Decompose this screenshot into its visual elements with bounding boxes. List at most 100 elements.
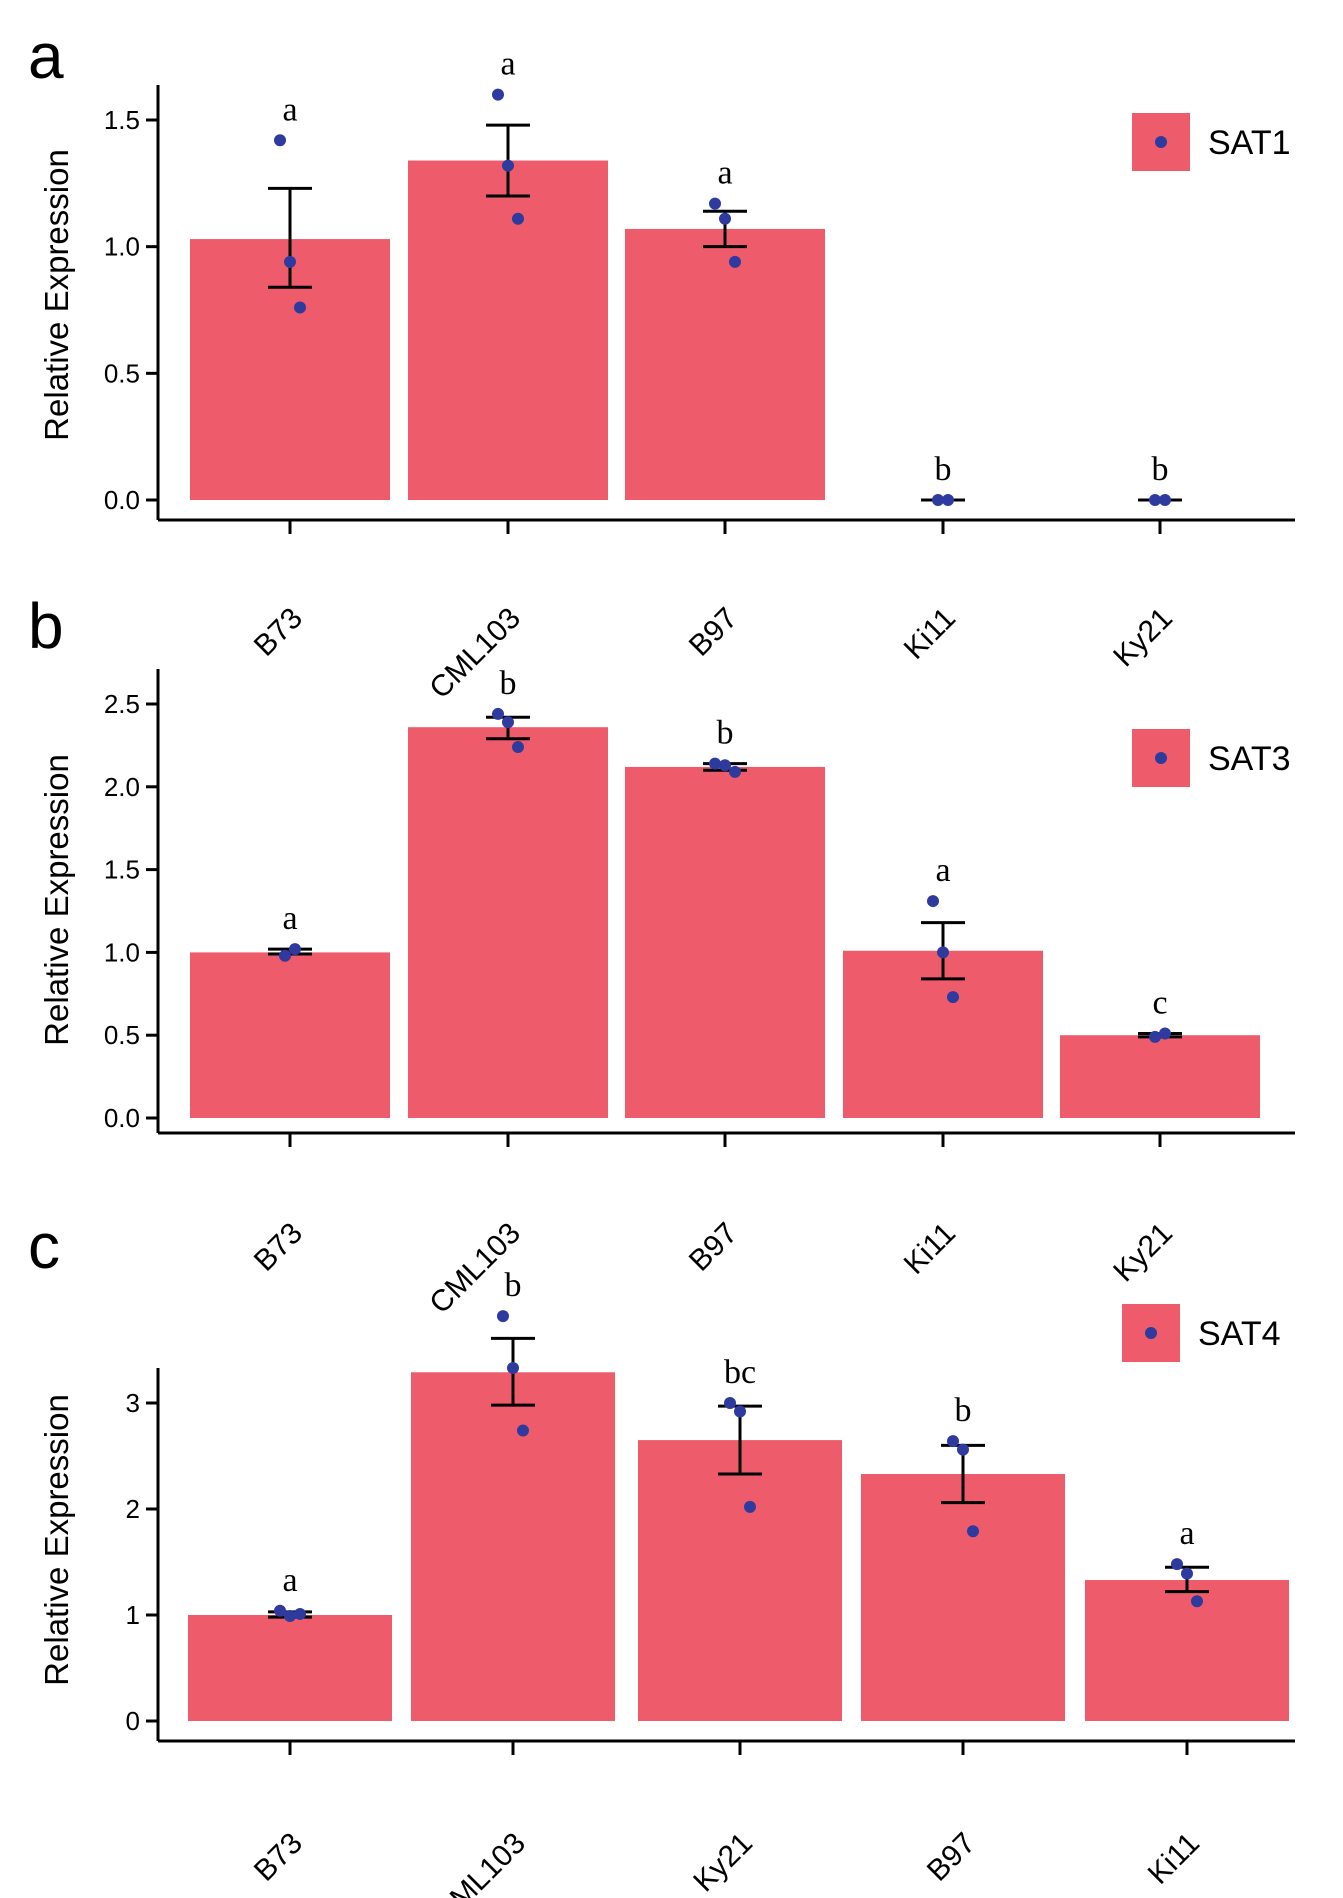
x-tick-label: Ky21 bbox=[1107, 1217, 1179, 1289]
y-axis-label: Relative Expression bbox=[38, 754, 75, 1046]
data-point bbox=[729, 765, 741, 778]
data-point bbox=[1159, 1027, 1171, 1040]
y-axis-label: Relative Expression bbox=[38, 1394, 75, 1686]
y-tick-label: 1.5 bbox=[104, 105, 140, 135]
y-tick-label: 1.5 bbox=[104, 855, 140, 885]
legend-a: SAT1 bbox=[1132, 113, 1291, 171]
data-point bbox=[502, 716, 514, 729]
significance-label: b bbox=[500, 665, 517, 702]
data-point bbox=[1191, 1595, 1203, 1608]
x-tick-label: Ki11 bbox=[898, 1217, 962, 1281]
data-point bbox=[1171, 1558, 1183, 1571]
x-tick-label: B97 bbox=[683, 602, 744, 663]
significance-label: a bbox=[1179, 1515, 1194, 1552]
x-tick-label: B97 bbox=[683, 1217, 744, 1278]
bar-b73 bbox=[188, 1615, 392, 1721]
significance-label: a bbox=[282, 900, 297, 937]
plot-area-c: a b bc b a 0 1 2 3 B73 CML103 Ky21 B97 Ki11 bbox=[126, 1267, 1295, 1898]
data-point bbox=[274, 1604, 286, 1617]
data-point bbox=[284, 255, 296, 268]
bar-cml103 bbox=[411, 1372, 615, 1721]
significance-label: b bbox=[955, 1392, 972, 1429]
y-tick-label: 2 bbox=[126, 1494, 140, 1524]
x-tick-label: Ki11 bbox=[898, 602, 962, 666]
y-tick-label: 0.5 bbox=[104, 1020, 140, 1050]
y-tick-label: 1.0 bbox=[104, 937, 140, 967]
y-tick-label: 0.0 bbox=[104, 1103, 140, 1133]
x-tick-label: CML103 bbox=[428, 1827, 532, 1898]
significance-label: a bbox=[282, 91, 297, 128]
data-point bbox=[517, 1424, 529, 1437]
error-bar bbox=[268, 186, 312, 289]
significance-label: b bbox=[505, 1267, 522, 1304]
legend-point-marker bbox=[1155, 752, 1167, 764]
data-point bbox=[512, 212, 524, 225]
significance-label: a bbox=[717, 155, 732, 192]
x-tick-label: Ki11 bbox=[1142, 1827, 1206, 1891]
data-point bbox=[274, 134, 286, 147]
y-tick-label: 1.0 bbox=[104, 232, 140, 262]
significance-label: bc bbox=[724, 1354, 756, 1391]
data-point bbox=[734, 1405, 746, 1418]
data-point bbox=[709, 757, 721, 770]
data-point bbox=[497, 1310, 509, 1323]
y-tick-label: 0.5 bbox=[104, 358, 140, 388]
x-tick-label: B97 bbox=[921, 1827, 982, 1888]
data-point bbox=[1181, 1567, 1193, 1580]
data-point bbox=[719, 212, 731, 225]
bar-b73 bbox=[190, 952, 390, 1118]
y-tick-label: 0.0 bbox=[104, 485, 140, 515]
panel-letter-c: c bbox=[28, 1210, 60, 1282]
data-point bbox=[709, 197, 721, 210]
significance-label: a bbox=[282, 1562, 297, 1599]
significance-label: a bbox=[500, 46, 515, 83]
legend-b: SAT3 bbox=[1132, 729, 1291, 787]
bar-ky21 bbox=[638, 1440, 842, 1721]
significance-label: b bbox=[935, 451, 952, 488]
data-point bbox=[942, 494, 954, 506]
data-point bbox=[289, 943, 301, 956]
data-point bbox=[947, 1435, 959, 1448]
data-point bbox=[947, 991, 959, 1004]
x-tick-label: Ky21 bbox=[687, 1827, 759, 1898]
bar-b97 bbox=[625, 766, 825, 1118]
data-point bbox=[1149, 494, 1161, 506]
legend-label: SAT3 bbox=[1208, 740, 1291, 778]
legend-point-marker bbox=[1155, 136, 1167, 148]
bar-ki11 bbox=[1085, 1580, 1289, 1721]
x-tick-label: B73 bbox=[248, 602, 309, 663]
data-point bbox=[957, 1443, 969, 1456]
data-point bbox=[512, 741, 524, 754]
data-point bbox=[937, 946, 949, 959]
data-point bbox=[744, 1500, 756, 1513]
bar-ky21 bbox=[1060, 1035, 1260, 1118]
x-tick-label: Ky21 bbox=[1107, 602, 1179, 674]
legend-label: SAT4 bbox=[1198, 1315, 1281, 1353]
y-axis-label: Relative Expression bbox=[38, 149, 75, 441]
x-tick-label: B73 bbox=[248, 1827, 309, 1888]
data-point bbox=[927, 895, 939, 908]
y-tick-label: 1 bbox=[126, 1600, 140, 1630]
legend-c: SAT4 bbox=[1122, 1304, 1281, 1362]
bar-b97 bbox=[625, 228, 825, 500]
data-point bbox=[294, 1607, 306, 1620]
legend-point-marker bbox=[1145, 1327, 1157, 1339]
y-tick-label: 0 bbox=[126, 1706, 140, 1736]
bar-b97 bbox=[861, 1474, 1065, 1721]
data-point bbox=[492, 88, 504, 101]
data-point bbox=[284, 1610, 296, 1623]
x-tick-label: B73 bbox=[248, 1217, 309, 1278]
bar-cml103 bbox=[408, 727, 608, 1118]
data-point bbox=[724, 1397, 736, 1409]
y-tick-label: 2.0 bbox=[104, 772, 140, 802]
data-point bbox=[932, 494, 944, 506]
data-point bbox=[492, 707, 504, 720]
data-point bbox=[1159, 494, 1171, 506]
panel-a: a Relative Expression a a a b b 0.0 0.5 1.0 1.5 B… bbox=[28, 20, 1295, 705]
panel-b: b Relative Expression a b b a c 0.0 0.5 1.0 1.5 2… bbox=[28, 590, 1295, 1320]
data-point bbox=[719, 759, 731, 772]
data-point bbox=[279, 949, 291, 962]
